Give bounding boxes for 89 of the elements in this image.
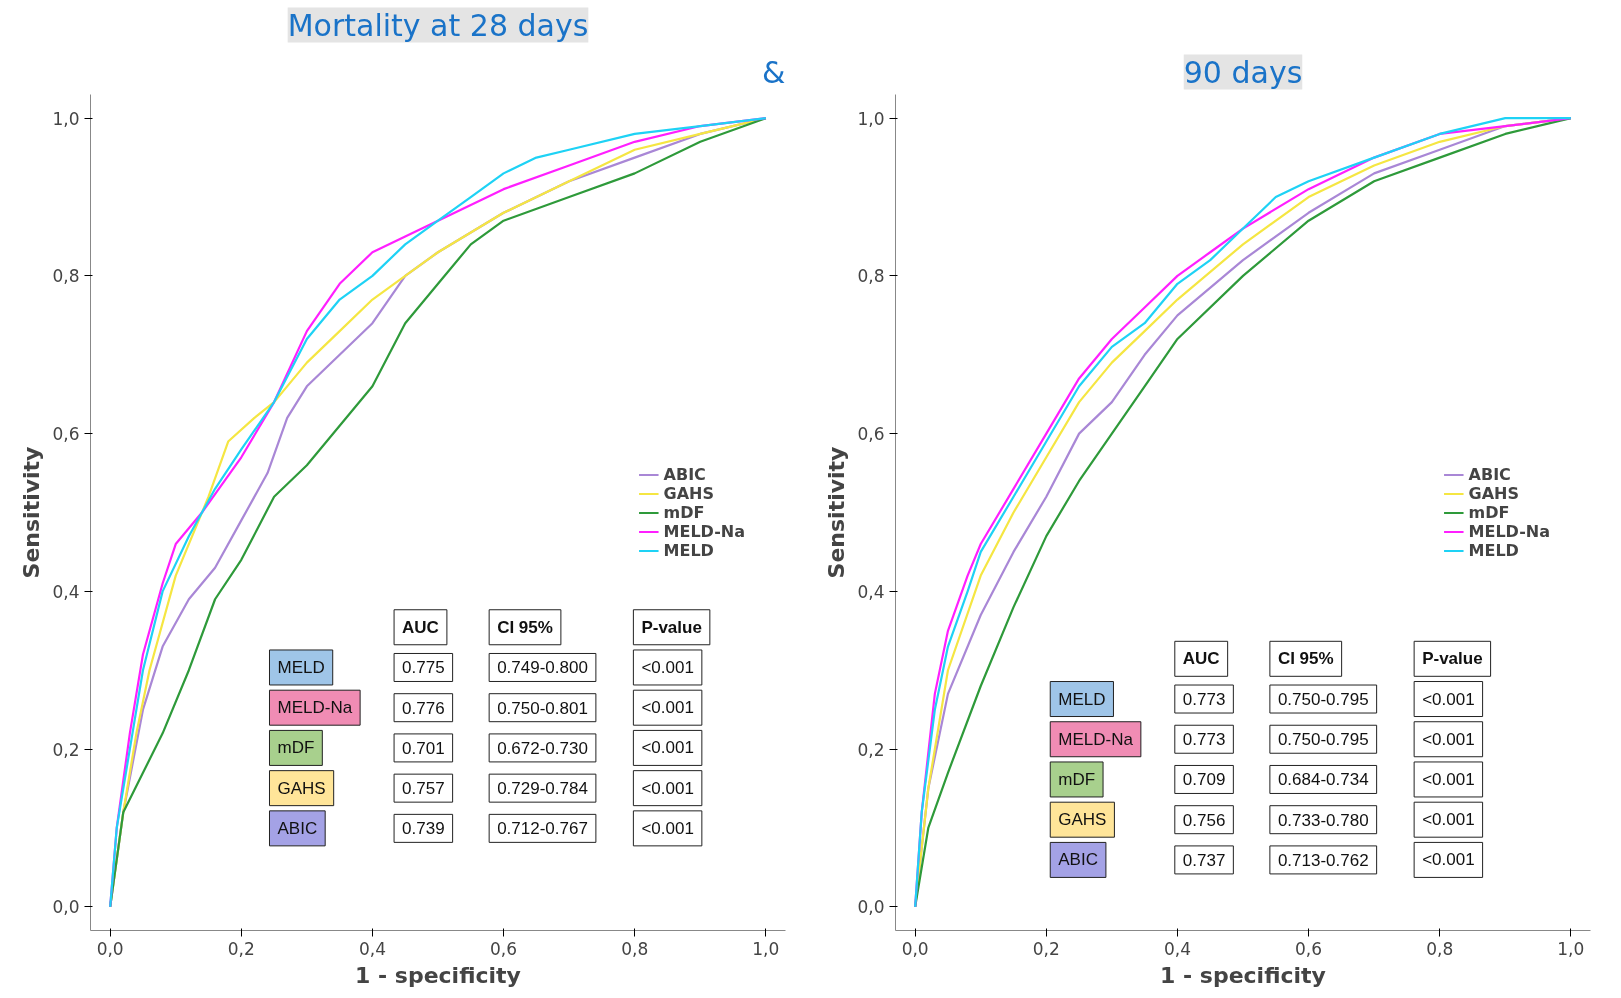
x-axis-title: 1 - specificity: [355, 962, 521, 988]
x-tick-label: 0,8: [621, 938, 649, 959]
x-tick-label: 0,0: [901, 938, 929, 959]
y-tick-label: 0,6: [52, 424, 80, 445]
y-tick-label: 0,2: [857, 739, 885, 760]
annotation: 0.733-0.780: [1277, 810, 1369, 830]
x-tick-label: 0,2: [227, 938, 255, 959]
annotation: 0.701: [402, 738, 445, 758]
annotation: 0.709: [1182, 770, 1226, 790]
annotation: 0.729-0.784: [497, 779, 588, 799]
annotation: <0.001: [641, 657, 694, 677]
legend-label: GAHS: [663, 483, 714, 503]
annotation: 0.776: [402, 698, 445, 718]
annotation: 0.739: [402, 819, 445, 839]
annotation: GAHS: [277, 778, 326, 798]
legend-label: mDF: [663, 502, 705, 522]
y-tick-label: 0,0: [52, 897, 80, 918]
y-tick-label: 0,6: [857, 424, 885, 445]
annotation: <0.001: [1422, 729, 1475, 749]
annotation: MELD-Na: [277, 698, 353, 718]
annotation: CI 95%: [1277, 649, 1334, 669]
annotation: <0.001: [641, 738, 694, 758]
annotation: 0.750-0.801: [497, 698, 588, 718]
annotation: 0.750-0.795: [1277, 730, 1369, 750]
annotation: 0.773: [1182, 690, 1226, 710]
y-tick-label: 0,4: [857, 581, 885, 602]
annotation: ABIC: [277, 818, 318, 838]
annotation: MELD: [1058, 689, 1106, 709]
chart-title: 90 days: [1183, 54, 1303, 90]
x-tick-label: 0,0: [96, 938, 124, 959]
annotation: 0.775: [402, 658, 445, 678]
annotation: <0.001: [641, 818, 694, 838]
annotation: 0.737: [1182, 850, 1226, 870]
x-tick-label: 0,8: [1426, 938, 1454, 959]
annotation: ABIC: [1058, 850, 1098, 870]
y-tick-label: 0,2: [52, 739, 80, 760]
legend-label: MELD-Na: [1468, 521, 1550, 541]
legend-label: MELD: [663, 540, 714, 560]
x-tick-label: 0,6: [1295, 938, 1323, 959]
annotation: 0.672-0.730: [497, 738, 588, 758]
annotation: 0.756: [1182, 810, 1226, 830]
legend-label: GAHS: [1468, 483, 1519, 503]
annotation: <0.001: [1422, 769, 1475, 789]
annotation: 0.757: [402, 779, 445, 799]
y-axis-title: Sensitivity: [824, 446, 850, 579]
y-tick-label: 1,0: [52, 108, 80, 129]
y-tick-label: 1,0: [857, 108, 885, 129]
annotation: mDF: [1058, 769, 1096, 789]
y-tick-label: 0,8: [52, 266, 80, 287]
x-tick-label: 0,2: [1032, 938, 1060, 959]
annotation: 0.712-0.767: [497, 819, 588, 839]
annotation: 0.749-0.800: [497, 658, 588, 678]
annotation: P-value: [1422, 649, 1483, 669]
x-tick-label: 0,4: [1163, 938, 1191, 959]
annotation: <0.001: [641, 698, 694, 718]
x-axis-title: 1 - specificity: [1160, 962, 1326, 988]
y-tick-label: 0,4: [52, 581, 80, 602]
annotation: AUC: [402, 617, 439, 637]
y-tick-label: 0,8: [857, 266, 885, 287]
annotation: 0.773: [1182, 730, 1226, 750]
annotation: P-value: [641, 617, 702, 637]
annotation: 0.684-0.734: [1277, 770, 1369, 790]
x-tick-label: 0,6: [490, 938, 518, 959]
annotation: <0.001: [641, 778, 694, 798]
annotation: MELD-Na: [1058, 729, 1134, 749]
line-series: [109, 117, 767, 908]
chart-title: Mortality at 28 days: [287, 7, 589, 43]
x-tick-label: 1,0: [1557, 938, 1585, 959]
annotation: 0.750-0.795: [1277, 690, 1369, 710]
annotation: <0.001: [1422, 850, 1475, 870]
line-series: [914, 117, 1572, 908]
legend-label: ABIC: [663, 464, 706, 484]
annotation: <0.001: [1422, 689, 1475, 709]
y-axis-title: Sensitivity: [19, 446, 45, 579]
legend-label: mDF: [1468, 502, 1510, 522]
annotation: MELD: [277, 657, 325, 677]
legend-label: MELD-Na: [663, 521, 745, 541]
annotation: 0.713-0.762: [1277, 850, 1369, 870]
annotation: CI 95%: [497, 617, 553, 637]
y-tick-label: 0,0: [857, 897, 885, 918]
chart-subtitle: &: [762, 54, 786, 90]
annotation: GAHS: [1058, 810, 1107, 830]
annotation: mDF: [277, 738, 315, 758]
legend-label: ABIC: [1468, 464, 1511, 484]
annotation: <0.001: [1422, 810, 1475, 830]
annotation: AUC: [1182, 649, 1220, 669]
x-tick-label: 1,0: [752, 938, 780, 959]
legend-label: MELD: [1468, 540, 1519, 560]
x-tick-label: 0,4: [358, 938, 386, 959]
